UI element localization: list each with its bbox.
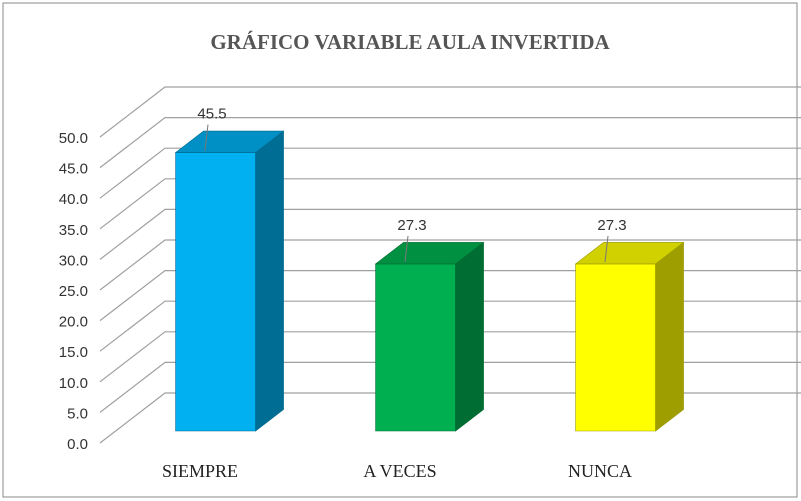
- grid-line: [99, 147, 801, 199]
- bar-side: [255, 130, 284, 432]
- grid-line: [99, 178, 801, 230]
- y-tick-label: 40.0: [59, 191, 88, 208]
- bar-top: [574, 242, 685, 265]
- value-leader: [404, 235, 409, 262]
- y-tick-label: 15.0: [59, 344, 88, 361]
- y-tick-label: 50.0: [59, 130, 88, 147]
- y-tick-label: 10.0: [59, 375, 88, 392]
- value-leader: [204, 124, 209, 151]
- x-tick-label: SIEMPRE: [162, 461, 238, 481]
- y-tick-label: 35.0: [59, 222, 88, 239]
- value-label: 27.3: [597, 217, 626, 234]
- value-label: 45.5: [197, 106, 226, 123]
- bar-top: [374, 242, 485, 265]
- bar-front: [375, 263, 456, 432]
- grid-line: [99, 86, 801, 138]
- y-tick-label: 5.0: [67, 405, 88, 422]
- bar-top: [174, 130, 285, 153]
- y-tick-label: 25.0: [59, 283, 88, 300]
- y-tick-label: 20.0: [59, 314, 88, 331]
- value-leader: [604, 235, 609, 262]
- x-tick-label: A VECES: [363, 461, 436, 481]
- bar: [374, 241, 485, 432]
- y-tick-label: 0.0: [67, 436, 88, 453]
- bar-side: [655, 241, 684, 432]
- bar: [174, 130, 285, 432]
- grid-line: [99, 208, 801, 260]
- bar: [574, 241, 685, 432]
- y-tick-label: 45.0: [59, 161, 88, 178]
- bar-side: [455, 241, 484, 432]
- chart-title: GRÁFICO VARIABLE AULA INVERTIDA: [210, 30, 610, 54]
- bar-front: [575, 263, 656, 432]
- value-label: 27.3: [397, 217, 426, 234]
- grid-line: [99, 116, 801, 169]
- x-tick-label: NUNCA: [568, 461, 632, 481]
- bar-front: [175, 152, 256, 432]
- y-tick-label: 30.0: [59, 252, 88, 269]
- grid-line: [99, 239, 801, 291]
